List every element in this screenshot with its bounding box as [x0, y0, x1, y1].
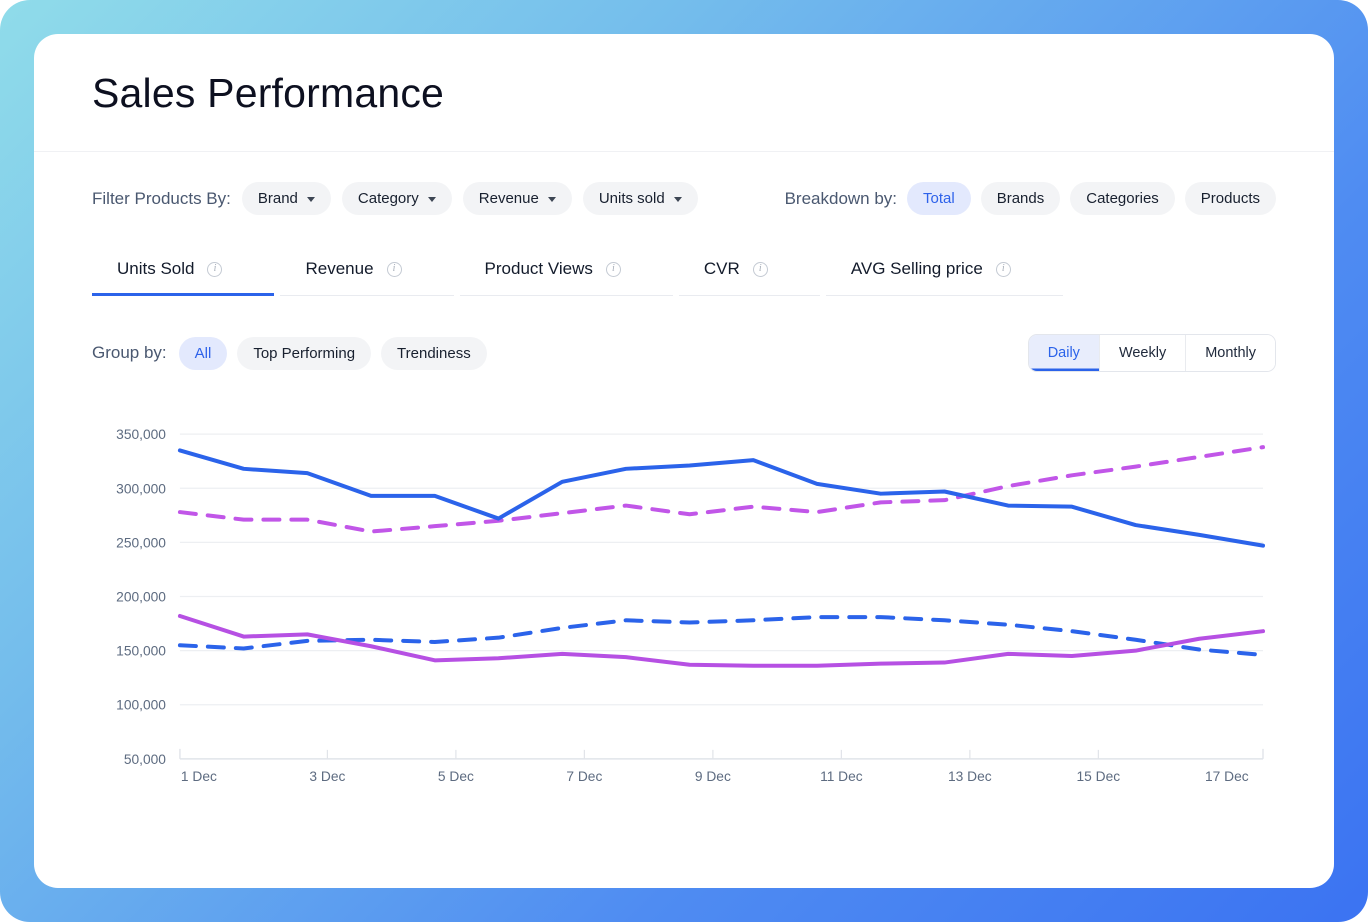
blue-dashed-line [177, 615, 1266, 657]
info-icon[interactable]: i [386, 261, 402, 277]
svg-text:200,000: 200,000 [116, 589, 166, 604]
breakdown-brands-button[interactable]: Brands [980, 182, 1061, 215]
group-top-performing-button[interactable]: Top Performing [237, 336, 372, 370]
group-by-row: Group by: All Top Performing Trendiness … [92, 334, 1276, 372]
svg-text:13 Dec: 13 Dec [948, 769, 992, 784]
tab-units-sold[interactable]: Units Sold i [92, 259, 275, 296]
info-icon[interactable]: i [605, 261, 621, 277]
breakdown-products-button[interactable]: Products [1184, 182, 1276, 215]
chevron-down-icon [547, 196, 556, 202]
svg-text:350,000: 350,000 [116, 427, 166, 442]
svg-text:5 Dec: 5 Dec [438, 769, 474, 784]
blue-solid-line [177, 448, 1266, 548]
brand-dropdown[interactable]: Brand [241, 182, 331, 215]
range-monthly-button[interactable]: Monthly [1186, 335, 1275, 371]
tab-cvr[interactable]: CVR i [678, 259, 820, 296]
svg-text:50,000: 50,000 [124, 752, 166, 767]
breakdown-categories-button[interactable]: Categories [1070, 182, 1175, 215]
tab-revenue[interactable]: Revenue i [280, 259, 454, 296]
page-title: Sales Performance [92, 70, 445, 116]
chevron-down-icon [427, 196, 436, 202]
group-all-button[interactable]: All [178, 336, 228, 370]
svg-text:15 Dec: 15 Dec [1077, 769, 1121, 784]
info-icon[interactable]: i [995, 261, 1011, 277]
title-divider [34, 151, 1334, 152]
category-dropdown[interactable]: Category [341, 182, 452, 215]
svg-text:9 Dec: 9 Dec [695, 769, 731, 784]
svg-text:1 Dec: 1 Dec [181, 769, 217, 784]
breakdown-total-button[interactable]: Total [907, 182, 971, 215]
tab-product-views[interactable]: Product Views i [459, 259, 673, 296]
magenta-solid-line [177, 613, 1266, 668]
svg-text:100,000: 100,000 [116, 698, 166, 713]
svg-text:7 Dec: 7 Dec [566, 769, 602, 784]
breakdown-group: Breakdown by: Total Brands Categories Pr… [785, 182, 1276, 215]
range-weekly-button[interactable]: Weekly [1099, 335, 1187, 371]
sales-line-chart: 350,000 300,000 250,000 200,000 150,000 100,0… [92, 414, 1276, 786]
chevron-down-icon [673, 196, 682, 202]
revenue-dropdown[interactable]: Revenue [462, 182, 572, 215]
filter-products-label: Filter Products By: [92, 188, 231, 208]
tab-avg-selling-price[interactable]: AVG Selling price i [825, 259, 1063, 296]
svg-text:300,000: 300,000 [116, 481, 166, 496]
group-trendiness-button[interactable]: Trendiness [381, 336, 487, 370]
time-range-toggle: Daily Weekly Monthly [1027, 334, 1276, 372]
chart-svg: 350,000 300,000 250,000 200,000 150,000 100,0… [116, 427, 1266, 784]
range-daily-button[interactable]: Daily [1028, 335, 1100, 371]
group-by-label: Group by: [92, 343, 167, 362]
svg-text:11 Dec: 11 Dec [820, 769, 863, 784]
svg-text:3 Dec: 3 Dec [309, 769, 345, 784]
svg-text:17 Dec: 17 Dec [1205, 769, 1249, 784]
units-sold-dropdown[interactable]: Units sold [582, 182, 698, 215]
magenta-dashed-line [177, 445, 1266, 534]
metric-tabs: Units Sold i Revenue i Product Views i C… [92, 259, 1276, 296]
info-icon[interactable]: i [752, 261, 768, 277]
svg-text:150,000: 150,000 [116, 644, 166, 659]
filters-row: Filter Products By: Brand Category Reven… [92, 182, 1276, 215]
svg-text:250,000: 250,000 [116, 535, 166, 550]
info-icon[interactable]: i [207, 261, 223, 277]
breakdown-by-label: Breakdown by: [784, 188, 898, 208]
dashboard-card: Sales Performance Filter Products By: Br… [34, 34, 1334, 888]
group-by-pills: All Top Performing Trendiness [178, 336, 487, 370]
chevron-down-icon [306, 196, 315, 202]
